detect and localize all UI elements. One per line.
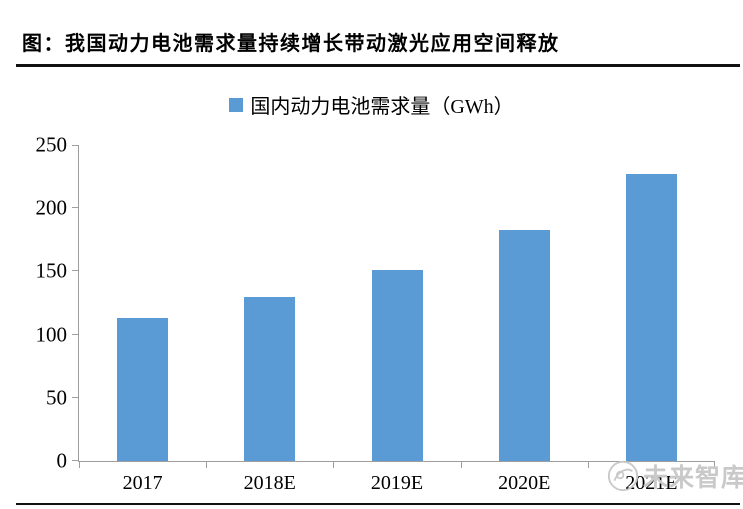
y-tick-label-250: 250 [35, 132, 68, 157]
y-tick-label-100: 100 [35, 322, 68, 347]
x-axis-tick [333, 462, 335, 468]
y-tick-label-150: 150 [35, 258, 68, 283]
x-tick-label-2018E: 2018E [243, 472, 296, 494]
bottom-divider [16, 503, 740, 505]
y-axis-tick [72, 207, 78, 209]
x-axis-tick [206, 462, 208, 468]
x-tick-label-2020E: 2020E [498, 472, 551, 494]
x-axis-tick [79, 462, 80, 468]
y-axis-tick [72, 460, 78, 461]
y-tick-label-50: 50 [46, 385, 67, 410]
x-axis-tick [714, 462, 715, 468]
chart-legend: 国内动力电池需求量（GWh） [0, 90, 743, 119]
x-tick-label-2019E: 2019E [370, 472, 424, 494]
x-axis-tick [460, 462, 462, 468]
x-axis-tick [587, 462, 589, 468]
plot-area: 2017 2018E 2019E 2020E 2021E 0 50 100 150 200 250 [36, 134, 715, 494]
bar-2018E [244, 296, 296, 461]
legend-swatch [229, 97, 244, 112]
figure-title: 图：我国动力电池需求量持续增长带动激光应用空间释放 [22, 33, 560, 55]
x-tick-label-2017: 2017 [122, 472, 163, 494]
y-axis-tick [72, 270, 78, 272]
y-tick-label-200: 200 [35, 195, 68, 220]
title-divider [16, 64, 740, 67]
legend-label: 国内动力电池需求量（GWh） [250, 96, 514, 118]
y-axis-tick [72, 145, 78, 146]
bar-2021E [625, 174, 677, 461]
y-axis-tick [72, 333, 78, 335]
y-axis-tick [72, 396, 78, 398]
bar-2020E [498, 229, 550, 461]
y-tick-label-0: 0 [56, 448, 68, 473]
x-tick-label-2021E: 2021E [625, 472, 678, 494]
bar-2019E [371, 270, 423, 461]
bar-2017 [117, 318, 169, 461]
